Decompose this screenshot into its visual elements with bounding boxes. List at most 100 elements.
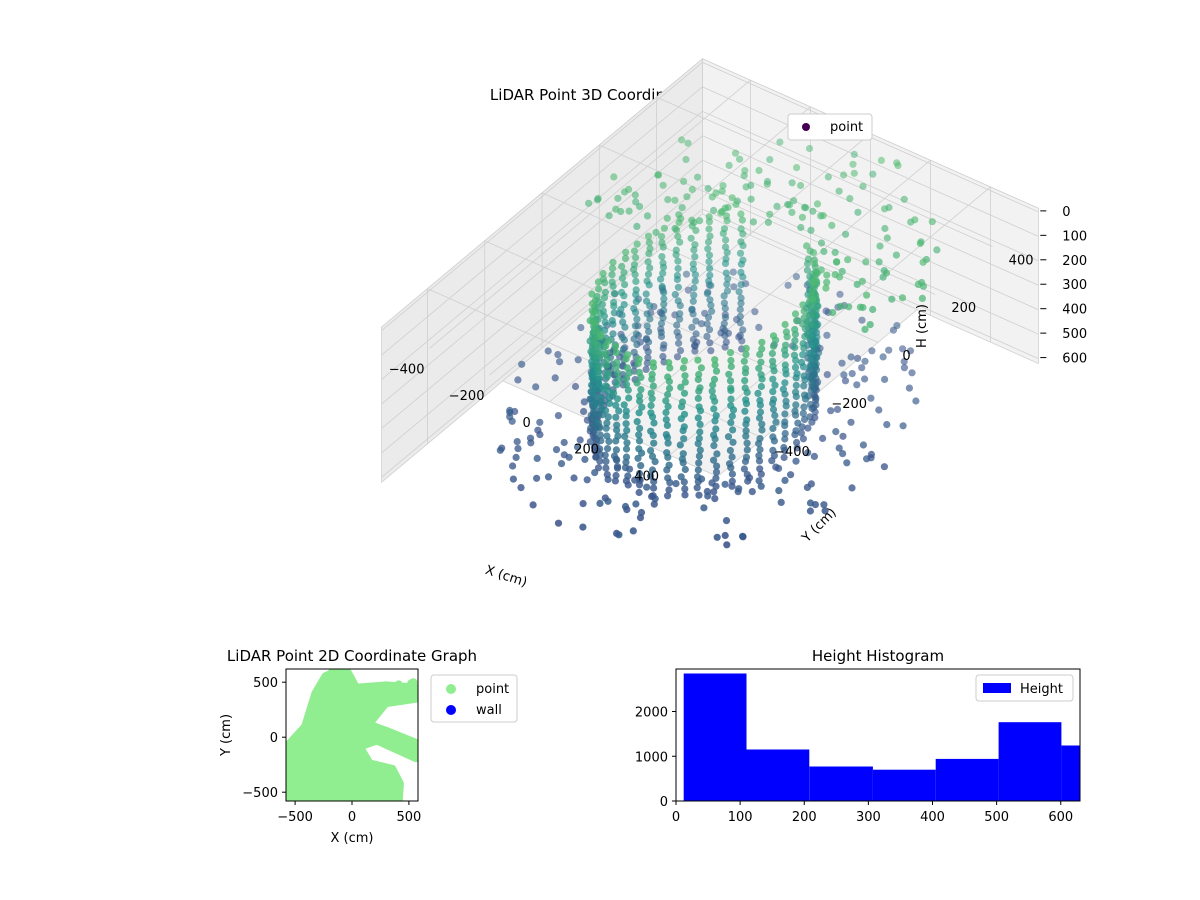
point-3d (595, 285, 603, 293)
point-3d (710, 488, 718, 496)
point-3d (758, 420, 766, 428)
x-tick-label: 0 (672, 810, 680, 825)
point-3d (691, 342, 699, 350)
point-3d (724, 275, 732, 283)
x-tick-label: 100 (728, 810, 753, 825)
point-3d (544, 347, 552, 355)
point-3d (764, 218, 773, 226)
point-3d (692, 317, 700, 325)
point-3d (848, 370, 856, 378)
z-tick-label: 300 (1062, 278, 1087, 293)
legend-2d-point-marker (446, 684, 456, 694)
point-3d (798, 213, 807, 221)
point-3d (696, 217, 704, 225)
point-3d (573, 443, 582, 451)
point-3d (632, 298, 640, 306)
y-tick-label: −500 (242, 786, 278, 801)
point-3d (792, 381, 800, 390)
point-3d (705, 326, 714, 334)
point-3d (643, 359, 651, 367)
x-tick-label: −500 (277, 810, 313, 825)
point-3d (858, 364, 866, 372)
point-3d (506, 408, 514, 417)
y-tick-label: 0 (270, 731, 278, 746)
point-3d (595, 380, 603, 388)
point-3d (883, 421, 891, 429)
point-3d (636, 397, 644, 405)
grid-line (381, 111, 703, 380)
point-3d (912, 397, 920, 405)
point-3d (648, 370, 656, 378)
point-3d (618, 288, 626, 296)
scatter-2d-chart: LiDAR Point 2D Coordinate Graph −500−500… (219, 647, 518, 846)
point-3d (720, 225, 729, 233)
point-3d (695, 403, 703, 411)
point-3d (648, 395, 656, 403)
point-3d (766, 210, 774, 218)
point-3d (660, 295, 668, 303)
point-3d (614, 194, 622, 202)
point-3d (680, 423, 688, 431)
point-3d (678, 398, 687, 406)
point-3d (771, 381, 779, 389)
point-3d (591, 398, 599, 406)
point-3d (632, 254, 640, 262)
point-3d (518, 360, 526, 368)
point-3d (635, 445, 643, 453)
point-3d (867, 394, 875, 402)
point-3d (710, 405, 718, 413)
point-3d (597, 437, 605, 445)
point-3d (709, 393, 717, 401)
point-3d (781, 435, 789, 443)
point-3d (742, 183, 750, 191)
point-3d (621, 254, 630, 262)
point-3d (577, 324, 585, 332)
point-3d (619, 345, 628, 353)
point-3d (532, 383, 540, 391)
point-3d (906, 347, 915, 355)
point-3d (622, 445, 631, 453)
point-3d (799, 340, 807, 348)
point-3d (601, 318, 609, 326)
point-3d (664, 492, 672, 500)
histogram-bar (1061, 745, 1080, 801)
histogram-bar (809, 766, 873, 801)
point-3d (787, 471, 795, 479)
point-3d (893, 322, 901, 330)
point-3d (631, 322, 640, 330)
point-3d (621, 464, 630, 472)
point-3d (618, 333, 626, 341)
point-3d (739, 256, 747, 264)
point-3d (800, 372, 808, 380)
point-3d (688, 305, 696, 313)
point-3d (713, 450, 721, 458)
point-3d (799, 409, 807, 417)
point-2d (394, 680, 403, 689)
point-3d (808, 379, 816, 387)
point-3d (781, 379, 789, 387)
point-3d (850, 150, 858, 158)
point-3d (881, 205, 889, 213)
point-3d (769, 446, 777, 454)
chart-3d-ylabel: Y (cm) (799, 505, 840, 546)
point-3d (791, 310, 800, 318)
point-3d (688, 323, 696, 331)
point-3d (900, 364, 909, 372)
point-3d (600, 294, 609, 302)
point-3d (742, 453, 751, 461)
point-3d (809, 249, 818, 257)
point-3d (635, 409, 643, 417)
point-3d (622, 407, 630, 415)
point-3d (593, 410, 601, 418)
point-3d (650, 500, 658, 508)
point-3d (610, 173, 618, 181)
point-3d (680, 177, 688, 185)
point-3d (854, 354, 862, 362)
grid-line (702, 184, 1039, 335)
point-3d (819, 434, 827, 442)
point-3d (694, 394, 702, 402)
point-3d (769, 342, 778, 350)
point-3d (674, 297, 682, 305)
point-3d (508, 462, 517, 470)
point-3d (798, 358, 806, 366)
